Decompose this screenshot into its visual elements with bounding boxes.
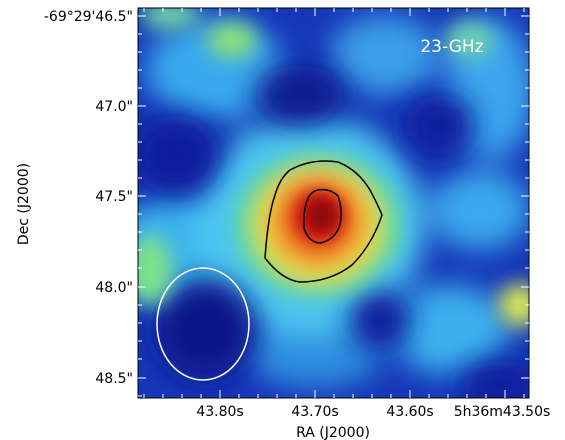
y-axis-label: Dec (J2000) [16,163,32,245]
intensity-map [138,8,529,398]
frequency-label: 23-GHz [420,37,483,57]
x-tick-label: 43.80s [196,404,243,420]
beam-ellipse [156,267,250,381]
y-tick-label: 47.0" [95,99,133,115]
x-tick-label: 43.60s [386,404,433,420]
outer-contour [264,160,383,283]
y-tick-label: 47.5" [95,189,133,205]
x-axis-label: RA (J2000) [296,425,370,440]
y-tick-label: 48.5" [95,371,133,387]
y-tick-label: -69°29'46.5" [44,9,133,25]
x-tick-label: 43.70s [291,404,338,420]
tick-marks [138,8,529,398]
y-tick-label: 48.0" [95,280,133,296]
x-tick-label: 5h36m43.50s [454,404,551,420]
inner-contour [303,188,342,244]
